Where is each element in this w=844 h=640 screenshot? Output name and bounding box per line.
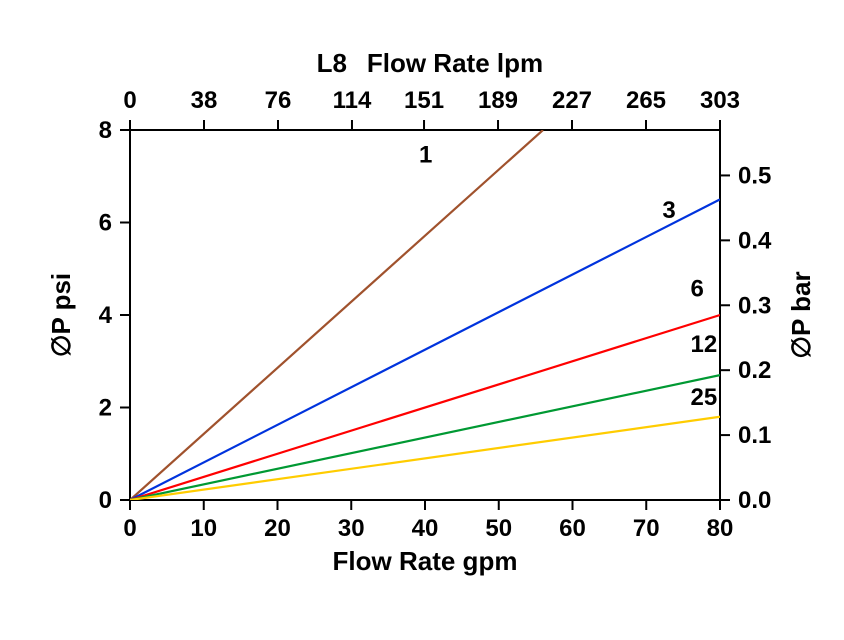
series-line-12 <box>130 375 720 500</box>
y-right-tick-label: 0.4 <box>738 227 772 254</box>
chart-container: 01020304050607080 Flow Rate gpm 03876114… <box>0 0 844 640</box>
plot-area <box>130 130 720 500</box>
y-left-tick-label: 0 <box>99 487 112 514</box>
x-top-tick-label: 265 <box>626 87 666 114</box>
x-top-tick-label: 189 <box>478 87 518 114</box>
x-bottom-tick-label: 50 <box>485 515 512 542</box>
x-bottom-axis-title: Flow Rate gpm <box>333 546 518 576</box>
y-right-tick-label: 0.0 <box>738 487 771 514</box>
x-bottom-tick-label: 60 <box>559 515 586 542</box>
x-top-tick-label: 0 <box>123 87 136 114</box>
x-top-axis-title: Flow Rate lpm <box>367 48 543 78</box>
x-bottom-axis-ticks: 0 10 20 30 40 50 60 70 80 <box>123 500 733 542</box>
series-line-6 <box>130 315 720 500</box>
y-left-tick-label: 6 <box>99 210 112 237</box>
x-bottom-tick-label: 10 <box>190 515 217 542</box>
y-right-axis-title: ∅P bar <box>786 271 816 358</box>
series-label-3: 3 <box>662 197 675 224</box>
x-bottom-tick-label: 0 <box>123 515 136 542</box>
series-label-1: 1 <box>419 141 432 168</box>
x-bottom-tick-label: 30 <box>338 515 365 542</box>
series-line-25 <box>130 417 720 500</box>
y-left-tick-label: 2 <box>99 395 112 422</box>
x-top-tick-label: 38 <box>191 87 218 114</box>
flow-rate-chart: 01020304050607080 Flow Rate gpm 03876114… <box>0 0 844 640</box>
series-group <box>130 130 720 500</box>
x-top-tick-label: 227 <box>552 87 592 114</box>
series-line-1 <box>130 130 543 500</box>
y-left-tick-label: 4 <box>99 302 113 329</box>
x-top-tick-label: 114 <box>333 87 372 114</box>
y-right-tick-label: 0.3 <box>738 292 771 319</box>
y-right-axis-ticks: 0.0 0.1 0.2 0.3 0.4 0.5 <box>720 162 772 514</box>
x-bottom-tick-label: 80 <box>707 515 734 542</box>
y-left-axis-ticks: 0 2 4 6 8 <box>99 117 130 514</box>
y-right-tick-label: 0.1 <box>738 422 771 449</box>
x-bottom-tick-label: 70 <box>633 515 660 542</box>
y-right-tick-label: 0.2 <box>738 357 771 384</box>
x-bottom-tick-label: 20 <box>264 515 291 542</box>
x-top-tick-label: 76 <box>265 87 292 114</box>
x-bottom-tick-label: 40 <box>412 515 439 542</box>
x-top-tick-label: 303 <box>700 87 740 114</box>
series-label-12: 12 <box>691 331 718 358</box>
y-left-tick-label: 8 <box>99 117 112 144</box>
series-label-25: 25 <box>691 384 718 411</box>
series-label-6: 6 <box>691 276 704 303</box>
x-top-tick-label: 151 <box>404 87 444 114</box>
y-left-axis-title: ∅P psi <box>46 273 76 357</box>
model-label: L8 <box>317 48 347 78</box>
y-right-tick-label: 0.5 <box>738 162 771 189</box>
series-line-3 <box>130 199 720 500</box>
x-top-axis-ticks: 0 38 76 114 151 189 227 265 303 <box>123 87 740 130</box>
